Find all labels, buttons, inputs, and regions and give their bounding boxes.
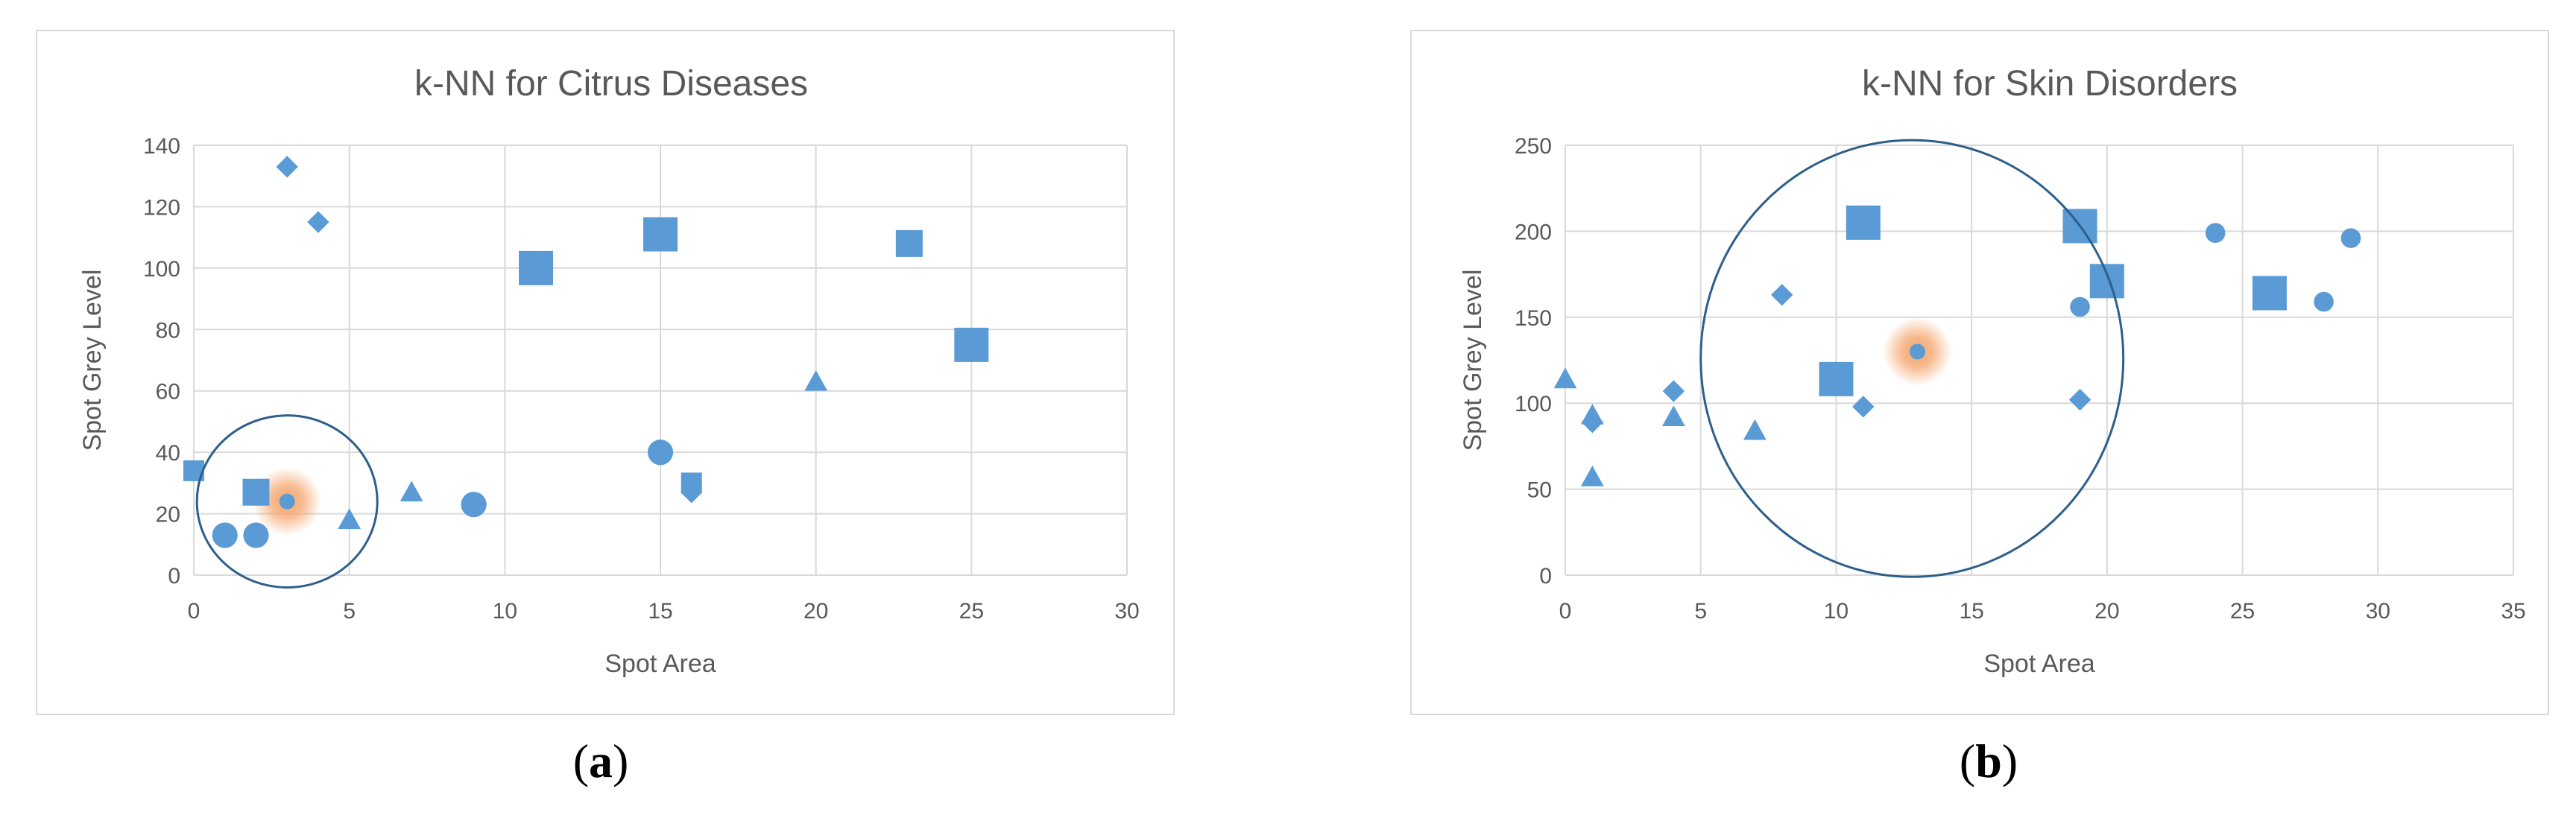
data-point-diamond — [276, 156, 298, 178]
chart-title: k-NN for Citrus Diseases — [414, 64, 808, 104]
x-tick-label: 5 — [343, 599, 356, 624]
x-tick-label: 25 — [2230, 599, 2255, 624]
data-point-triangle — [400, 481, 423, 502]
data-point-diamond — [307, 211, 329, 233]
data-point-triangle — [804, 370, 828, 391]
caption-letter: a — [589, 735, 613, 787]
data-point-circle — [243, 522, 269, 548]
y-tick-label: 200 — [1515, 220, 1552, 244]
x-tick-label: 20 — [804, 599, 828, 624]
x-tick-label: 15 — [1959, 599, 1983, 624]
y-tick-label: 80 — [156, 318, 180, 343]
y-tick-label: 40 — [156, 441, 180, 466]
y-axis-title: Spot Grey Level — [1459, 270, 1487, 451]
scatter-chart-skin: k-NN for Skin Disorders 0 50 100 150 200 250 0 5… — [1459, 64, 2526, 678]
x-tick-label: 30 — [1114, 599, 1139, 624]
chart-frame — [36, 30, 1175, 715]
data-point-triangle — [1580, 466, 1604, 486]
chart-panel-b: k-NN for Skin Disorders 0 50 100 150 200 250 0 5… — [1288, 0, 2576, 818]
x-tick-label: 35 — [2501, 599, 2525, 624]
caption-close: ) — [613, 735, 629, 787]
data-point-square — [895, 229, 923, 257]
data-point-triangle — [1743, 419, 1767, 440]
data-point-triangle — [338, 508, 362, 530]
data-point-diamond — [2068, 388, 2092, 411]
y-axis-title: Spot Grey Level — [78, 270, 107, 451]
scatter-chart-citrus: k-NN for Citrus Diseases0204060801001201… — [78, 64, 1140, 678]
data-point-square — [954, 327, 989, 362]
data-point-circle — [1910, 343, 1925, 360]
data-point-square — [519, 250, 554, 285]
y-tick-label: 20 — [156, 503, 180, 527]
figure-caption-b: (b) — [1840, 734, 2138, 789]
data-point-circle — [2314, 291, 2334, 312]
x-tick-label: 0 — [188, 599, 201, 624]
data-point-square — [2252, 276, 2287, 311]
data-point-diamond — [1852, 396, 1875, 418]
y-tick-label: 250 — [1515, 134, 1552, 159]
data-point-circle — [461, 492, 487, 518]
data-point-circle — [2340, 228, 2361, 248]
data-point-square — [2089, 264, 2124, 299]
y-tick-label: 0 — [168, 564, 180, 589]
data-point-square — [1846, 205, 1881, 240]
y-tick-label: 100 — [143, 257, 180, 282]
data-point-circle — [212, 522, 238, 548]
chart-panel-a: k-NN for Citrus Diseases 0 20 40 60 80 100 120 1… — [36, 30, 1175, 789]
x-tick-label: 20 — [2094, 599, 2119, 624]
caption-open: ( — [572, 735, 589, 787]
y-tick-label: 140 — [143, 134, 180, 159]
data-point-square — [242, 478, 270, 506]
y-tick-label: 50 — [1527, 478, 1552, 503]
data-point-diamond — [681, 481, 703, 504]
y-tick-label: 100 — [1515, 392, 1552, 416]
data-point-circle — [2205, 223, 2226, 244]
knn-neighborhood-circle — [1699, 139, 2125, 578]
chart-title: k-NN for Skin Disorders — [1862, 64, 2238, 104]
x-tick-label: 30 — [2366, 599, 2390, 624]
y-tick-label: 150 — [1515, 306, 1552, 331]
x-tick-label: 15 — [648, 599, 672, 624]
data-point-triangle — [1661, 405, 1685, 426]
y-tick-label: 0 — [1539, 564, 1552, 589]
x-tick-label: 5 — [1694, 599, 1707, 624]
data-point-circle — [2070, 297, 2090, 317]
x-axis-title: Spot Area — [604, 650, 716, 678]
x-tick-label: 0 — [1559, 599, 1572, 624]
data-point-square — [643, 217, 678, 252]
data-point-circle — [647, 440, 674, 466]
data-point-diamond — [1771, 284, 1793, 306]
caption-open: ( — [1959, 735, 1976, 787]
x-tick-label: 10 — [1824, 599, 1849, 624]
data-point-triangle — [1580, 403, 1604, 425]
figure-caption-a: (a) — [452, 734, 750, 789]
y-tick-label: 120 — [143, 195, 180, 220]
chart-frame — [1410, 30, 2549, 715]
data-point-triangle — [1553, 367, 1577, 389]
y-tick-label: 60 — [156, 380, 180, 405]
x-axis-title: Spot Area — [1983, 650, 2094, 678]
data-point-diamond — [1662, 380, 1685, 402]
knn-neighborhood-circle — [195, 414, 379, 589]
x-tick-label: 10 — [493, 599, 517, 624]
x-tick-label: 25 — [959, 599, 984, 624]
caption-close: ) — [2001, 735, 2018, 787]
caption-letter: b — [1975, 735, 2002, 787]
data-point-square — [1819, 361, 1854, 396]
data-point-circle — [279, 493, 295, 510]
